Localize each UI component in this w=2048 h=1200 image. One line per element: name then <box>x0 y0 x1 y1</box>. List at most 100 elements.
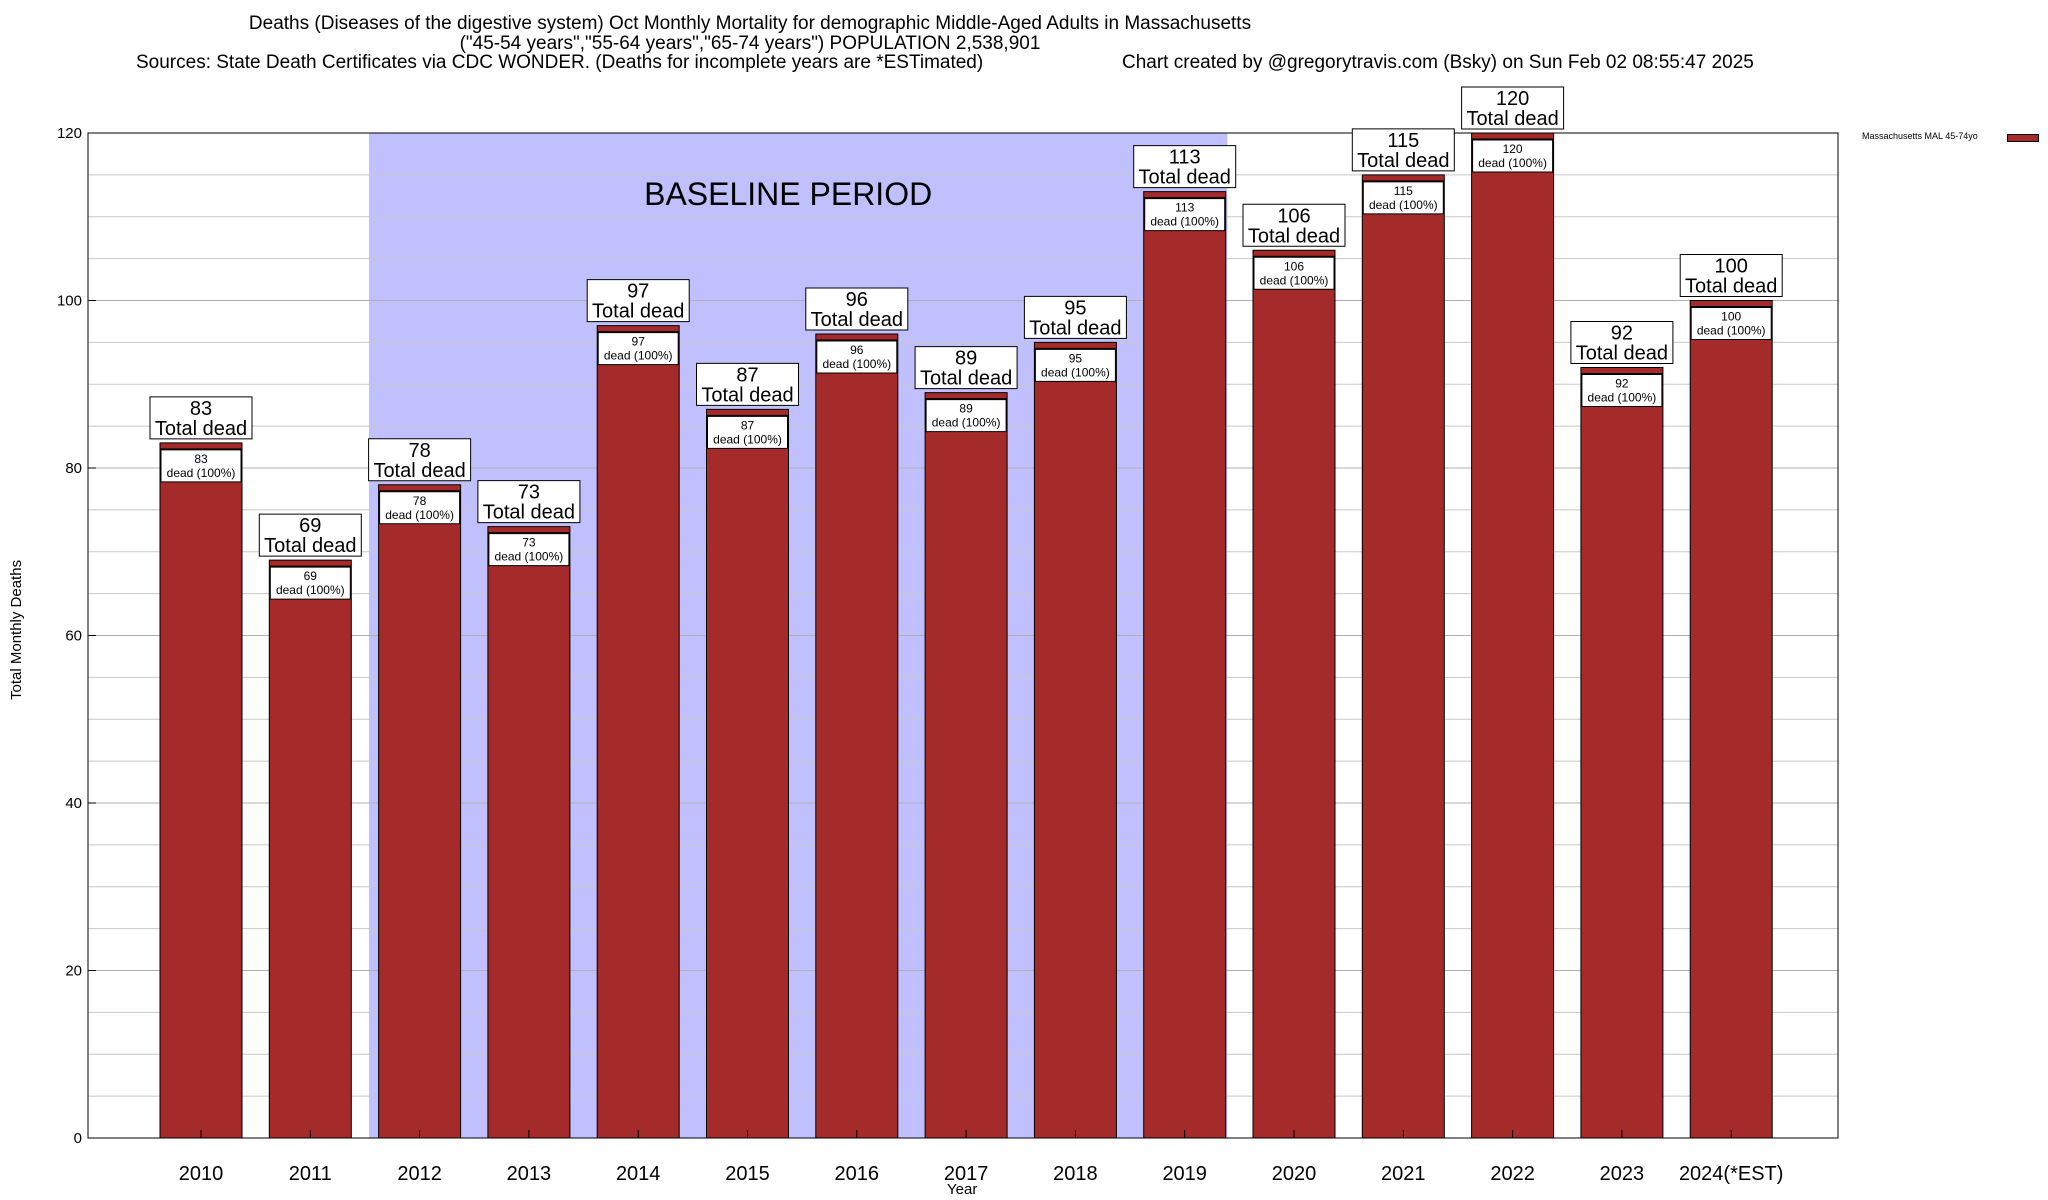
x-tick-label: 2016 <box>835 1163 880 1185</box>
top-label-box <box>1570 321 1674 364</box>
top-label-text: Total dead <box>1357 150 1449 172</box>
x-tick-label: 2015 <box>725 1163 770 1185</box>
top-label-box <box>149 396 253 440</box>
top-label-value: 115 <box>1387 130 1419 152</box>
x-tick-label: 2023 <box>1600 1163 1645 1185</box>
inner-label-value: 113 <box>1175 201 1194 215</box>
top-label-box <box>477 480 581 524</box>
inner-label-value: 92 <box>1615 377 1629 391</box>
y-tick-label: 40 <box>65 795 82 812</box>
inner-label-box <box>160 449 242 483</box>
top-label-value: 78 <box>408 440 430 462</box>
top-label-box <box>1242 203 1346 247</box>
top-label-value: 89 <box>955 348 977 370</box>
inner-label-text: dead (100%) <box>713 432 782 446</box>
inner-label-value: 97 <box>632 335 646 349</box>
inner-label-box <box>1690 307 1772 340</box>
top-label-text: Total dead <box>1248 225 1340 247</box>
top-label-box <box>805 287 909 331</box>
top-label-box <box>368 438 472 482</box>
top-label-value: 95 <box>1064 297 1086 319</box>
inner-label-text: dead (100%) <box>604 349 673 363</box>
inner-label-text: dead (100%) <box>1697 324 1766 338</box>
inner-label-box <box>1581 374 1663 407</box>
top-label-box <box>1023 295 1127 339</box>
top-label-value: 113 <box>1169 147 1201 169</box>
inner-label-text: dead (100%) <box>1478 156 1547 170</box>
y-axis-label: Total Monthly Deaths <box>8 559 25 700</box>
inner-label-value: 106 <box>1284 259 1304 273</box>
baseline-period-label: BASELINE PERIOD <box>644 176 932 212</box>
top-label-box <box>586 279 690 323</box>
inner-label-box <box>1253 256 1335 290</box>
top-label-value: 92 <box>1611 323 1633 345</box>
bar <box>706 408 789 1139</box>
inner-label-box <box>488 533 570 567</box>
inner-label-text: dead (100%) <box>495 550 564 564</box>
inner-label-text: dead (100%) <box>1260 273 1329 287</box>
top-label-value: 100 <box>1715 256 1748 278</box>
y-tick-label: 100 <box>57 293 82 310</box>
x-tick-label: 2020 <box>1272 1163 1317 1185</box>
top-label-text: Total dead <box>1029 317 1121 339</box>
top-label-value: 120 <box>1496 88 1529 110</box>
credit-text: Chart created by @gregorytravis.com (Bsk… <box>1122 52 1754 73</box>
top-label-value: 97 <box>627 281 649 303</box>
inner-label-value: 73 <box>522 536 536 550</box>
bar <box>1689 300 1773 1139</box>
legend-swatch <box>2007 134 2039 142</box>
top-label-text: Total dead <box>1139 167 1231 189</box>
inner-label-text: dead (100%) <box>1369 198 1438 212</box>
top-label-value: 87 <box>736 364 758 386</box>
x-tick-label: 2012 <box>397 1163 442 1185</box>
x-tick-label: 2019 <box>1162 1163 1207 1185</box>
bar <box>1033 341 1117 1139</box>
x-tick-label: 2017 <box>944 1163 989 1185</box>
inner-label-text: dead (100%) <box>276 583 345 597</box>
inner-label-value: 95 <box>1069 351 1083 365</box>
top-label-box <box>696 362 799 406</box>
x-tick-label: 2014 <box>616 1163 661 1185</box>
top-label-value: 83 <box>190 398 212 420</box>
inner-label-text: dead (100%) <box>1041 365 1110 379</box>
bar <box>1143 191 1227 1139</box>
bar <box>159 442 243 1139</box>
bar <box>815 333 899 1139</box>
x-tick-label: 2022 <box>1490 1163 1535 1185</box>
y-tick-label: 120 <box>57 125 82 142</box>
inner-label-text: dead (100%) <box>932 416 1001 430</box>
inner-label-box <box>597 332 679 366</box>
inner-label-value: 78 <box>413 494 427 508</box>
inner-label-box <box>925 399 1007 433</box>
top-label-text: Total dead <box>264 535 356 557</box>
top-label-text: Total dead <box>1576 343 1668 365</box>
top-label-value: 73 <box>518 482 540 504</box>
sources-text: Sources: State Death Certificates via CD… <box>136 52 984 73</box>
inner-label-value: 96 <box>850 343 864 357</box>
inner-label-box <box>816 340 898 374</box>
inner-label-box <box>1472 139 1554 173</box>
x-tick-label: 2011 <box>289 1163 332 1185</box>
y-tick-label: 80 <box>65 460 82 477</box>
top-label-text: Total dead <box>373 460 465 482</box>
x-axis-label: Year <box>947 1181 978 1198</box>
inner-label-value: 69 <box>304 569 318 583</box>
y-tick-label: 20 <box>65 963 82 980</box>
top-label-box <box>1679 254 1783 297</box>
inner-label-value: 120 <box>1503 142 1523 156</box>
bar <box>487 526 571 1139</box>
chart-title-line1: Deaths (Diseases of the digestive system… <box>248 13 1252 34</box>
inner-label-text: dead (100%) <box>1150 215 1219 229</box>
top-label-text: Total dead <box>483 502 575 524</box>
bar <box>268 559 352 1139</box>
top-label-text: Total dead <box>701 384 793 406</box>
bar <box>1471 132 1555 1139</box>
inner-label-value: 87 <box>741 418 755 432</box>
top-label-box <box>914 346 1018 390</box>
inner-label-box <box>1034 348 1116 382</box>
inner-label-value: 83 <box>194 452 208 466</box>
top-label-text: Total dead <box>155 418 247 440</box>
top-label-box <box>258 513 362 557</box>
inner-label-box <box>379 491 461 525</box>
